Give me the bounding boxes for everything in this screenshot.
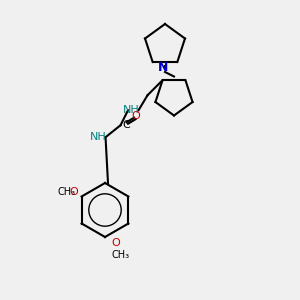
Text: CH₃: CH₃ — [57, 187, 75, 197]
Text: CH₃: CH₃ — [111, 250, 129, 260]
Text: N: N — [158, 61, 169, 74]
Text: O: O — [131, 111, 140, 121]
Text: O: O — [69, 187, 78, 197]
Text: C: C — [123, 120, 130, 130]
Text: NH: NH — [90, 132, 106, 142]
Text: O: O — [111, 238, 120, 248]
Text: NH: NH — [123, 105, 140, 115]
